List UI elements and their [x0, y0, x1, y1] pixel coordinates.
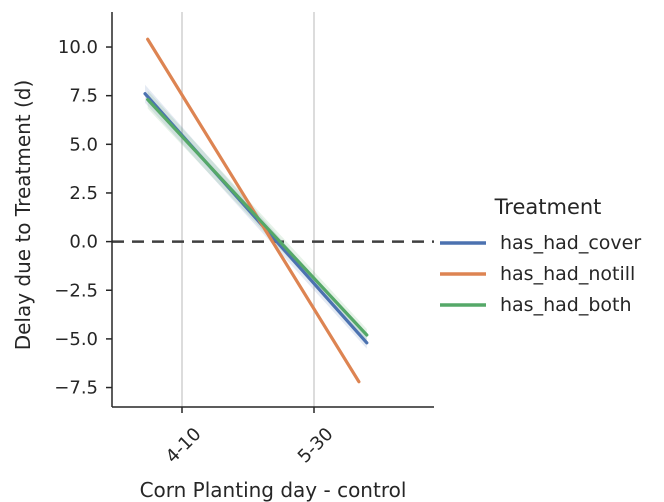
- y-tick-label: 5.0: [69, 134, 98, 155]
- y-tick-label: 7.5: [69, 86, 98, 107]
- series-line-has_had_both: [146, 97, 369, 337]
- y-tick-label: 10.0: [58, 37, 98, 58]
- legend-label-has_had_cover: has_had_cover: [500, 232, 641, 254]
- y-tick-label: −7.5: [54, 378, 98, 399]
- y-axis-label: Delay due to Treatment (d): [11, 80, 35, 351]
- x-axis-label: Corn Planting day - control: [140, 478, 407, 502]
- legend-label-has_had_notill: has_had_notill: [500, 263, 635, 285]
- series-lines: [143, 37, 369, 384]
- legend-items: has_had_cover has_had_notill has_had_both: [440, 232, 641, 316]
- y-axis-ticks: 10.0 7.5 5.0 2.5 0.0 −2.5 −5.0 −7.5: [54, 37, 112, 399]
- y-tick-label: −2.5: [54, 280, 98, 301]
- legend: Treatment has_had_coverhas_had_notillhas…: [440, 195, 641, 316]
- series-line-has_had_notill: [146, 37, 361, 384]
- legend-title: Treatment: [494, 195, 602, 219]
- y-tick-label: −5.0: [54, 329, 98, 350]
- y-tick-label: 0.0: [69, 232, 98, 253]
- x-tick-label: 5-30: [294, 424, 338, 468]
- legend-label-has_had_both: has_had_both: [500, 294, 632, 316]
- y-tick-label: 2.5: [69, 183, 98, 204]
- x-tick-label: 4-10: [162, 424, 206, 468]
- x-axis-ticks: 4-10 5-30: [162, 407, 338, 467]
- grid: [181, 12, 315, 407]
